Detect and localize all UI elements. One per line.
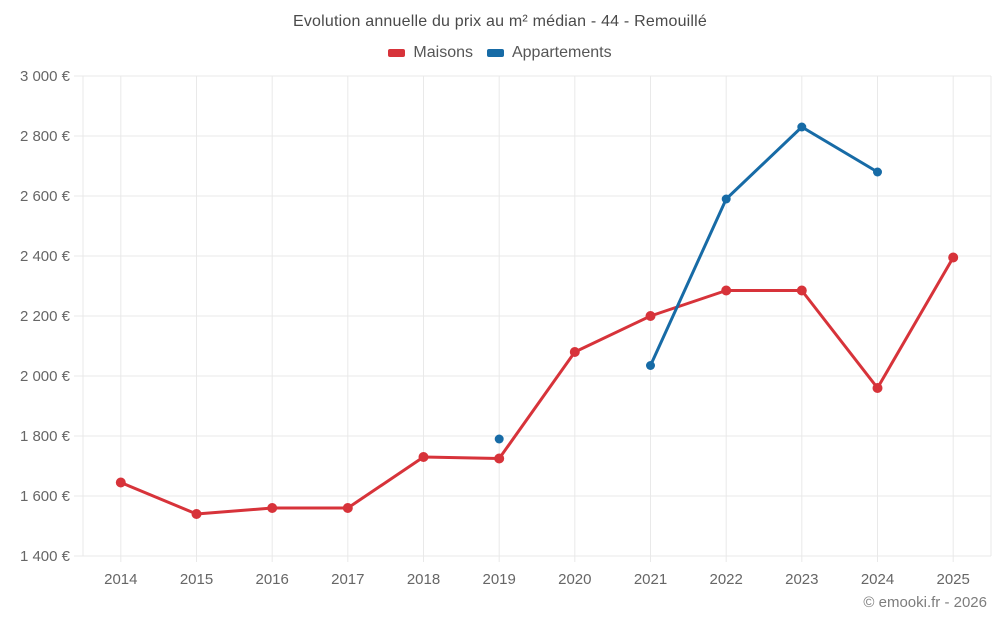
attribution: © emooki.fr - 2026	[863, 594, 987, 611]
point-maisons-2017[interactable]	[342, 503, 353, 513]
point-maisons-2021[interactable]	[645, 311, 656, 321]
xtick-label-2020: 2020	[558, 571, 591, 588]
point-maisons-2015[interactable]	[191, 509, 202, 519]
point-maisons-2020[interactable]	[569, 347, 580, 357]
point-appartements-2022[interactable]	[721, 194, 731, 204]
ytick-label-2200: 2 200 €	[20, 308, 71, 325]
xtick-label-2024: 2024	[861, 571, 894, 588]
xtick-label-2019: 2019	[483, 571, 516, 588]
point-appartements-2023[interactable]	[797, 122, 807, 132]
xtick-label-2014: 2014	[104, 571, 137, 588]
ytick-label-1400: 1 400 €	[20, 548, 71, 565]
ytick-label-1600: 1 600 €	[20, 488, 71, 505]
series-line-maisons	[119, 256, 955, 516]
legend-swatch-appartements	[486, 49, 504, 57]
xtick-label-2018: 2018	[407, 571, 440, 588]
point-appartements-2019[interactable]	[494, 434, 504, 444]
ytick-label-1800: 1 800 €	[20, 428, 71, 445]
xtick-label-2021: 2021	[634, 571, 667, 588]
ytick-label-2600: 2 600 €	[20, 188, 71, 205]
legend: Maisons Appartements	[0, 44, 1000, 62]
legend-label-maisons: Maisons	[413, 44, 473, 61]
series-line-appartements	[649, 125, 879, 367]
point-maisons-2018[interactable]	[418, 452, 429, 462]
legend-item-appartements[interactable]: Appartements	[486, 44, 612, 62]
xtick-label-2016: 2016	[256, 571, 289, 588]
ytick-label-2400: 2 400 €	[20, 248, 71, 265]
point-appartements-2021[interactable]	[646, 361, 655, 370]
ytick-label-2800: 2 800 €	[20, 128, 71, 145]
chart-title: Evolution annuelle du prix au m² médian …	[292, 13, 708, 30]
point-maisons-2023[interactable]	[796, 285, 807, 296]
legend-label-appartements: Appartements	[511, 44, 612, 61]
point-maisons-2014[interactable]	[115, 477, 126, 488]
point-maisons-2024[interactable]	[872, 383, 883, 393]
legend-swatch-maisons	[388, 49, 406, 57]
ytick-label-3000: 3 000 €	[20, 68, 71, 85]
ytick-label-2000: 2 000 €	[20, 368, 71, 385]
point-maisons-2016[interactable]	[267, 503, 278, 513]
xtick-label-2015: 2015	[180, 571, 213, 588]
point-maisons-2025[interactable]	[948, 252, 959, 263]
point-appartements-2024[interactable]	[873, 167, 882, 177]
point-maisons-2022[interactable]	[721, 285, 732, 296]
legend-item-maisons[interactable]: Maisons	[388, 44, 473, 62]
xtick-label-2025: 2025	[937, 571, 970, 588]
point-maisons-2019[interactable]	[494, 453, 505, 464]
xtick-label-2017: 2017	[331, 571, 364, 588]
xtick-label-2023: 2023	[785, 571, 818, 588]
xtick-label-2022: 2022	[710, 571, 743, 588]
